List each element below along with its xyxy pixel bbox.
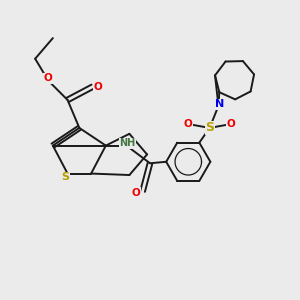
Text: O: O (132, 188, 140, 198)
Text: O: O (94, 82, 102, 92)
Text: S: S (205, 122, 214, 134)
Text: NH: NH (119, 138, 136, 148)
Text: S: S (61, 172, 70, 182)
Text: N: N (215, 99, 225, 110)
Text: O: O (184, 119, 193, 129)
Text: O: O (44, 74, 52, 83)
Text: O: O (227, 119, 236, 129)
